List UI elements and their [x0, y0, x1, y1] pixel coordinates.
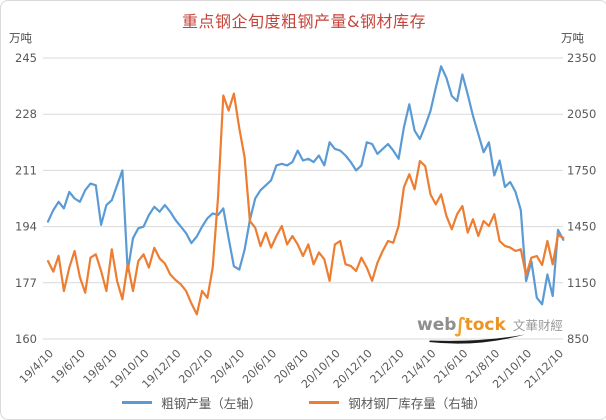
y-axis-right-tick-label: 1450 [567, 220, 596, 234]
x-axis-tick-label: 21/4/10 [399, 347, 438, 386]
series-line-inventory [46, 92, 565, 316]
legend-label-inventory: 钢材钢厂库存量（右轴） [348, 396, 486, 411]
chart-title: 重点钢企旬度粗钢产量&钢材库存 [182, 12, 426, 31]
left-axis-unit-label: 万吨 [9, 31, 32, 45]
y-axis-right-tick-label: 1150 [567, 276, 596, 290]
watermark-web-text: web [417, 315, 457, 335]
watermark-s-glyph: ∫ [454, 313, 467, 337]
y-axis-left-tick-label: 177 [15, 276, 37, 290]
swoosh-underline-icon [429, 334, 525, 344]
right-axis-unit-label: 万吨 [561, 31, 584, 45]
y-axis-left-tick-label: 228 [15, 107, 37, 121]
x-axis-tick-label: 20/2/10 [176, 347, 215, 386]
legend-item-inventory: 钢材钢厂库存量（右轴） [309, 393, 486, 412]
x-axis-tick-label: 21/2/10 [368, 347, 407, 386]
x-axis-tick-label: 20/4/10 [208, 347, 247, 386]
x-axis-tick-label: 21/6/10 [431, 347, 470, 386]
y-axis-left-tick-label: 245 [15, 51, 37, 65]
x-axis-tick-label: 19/6/10 [49, 347, 88, 386]
y-axis-left-tick-label: 194 [15, 220, 37, 234]
legend-label-production: 粗钢产量（左轴） [161, 396, 262, 411]
y-axis-right-tick-label: 2350 [567, 51, 596, 65]
inventory-line-swatch [309, 401, 340, 404]
x-axis-tick-label: 19/4/10 [17, 347, 56, 386]
legend-item-production: 粗钢产量（左轴） [122, 393, 261, 412]
y-axis-left-tick-label: 211 [15, 163, 37, 177]
series-line-production [46, 65, 565, 306]
y-axis-right-tick-label: 1750 [567, 163, 596, 177]
watermark: web∫tock 文華财經 [417, 313, 577, 347]
y-axis-left-tick-label: 160 [15, 332, 37, 346]
watermark-tock-text: tock [464, 315, 506, 335]
production-line-swatch [122, 401, 153, 404]
y-axis-right-tick-label: 2050 [567, 107, 596, 121]
y-axis-right-tick-label: 850 [567, 332, 589, 346]
x-axis-tick-label: 20/6/10 [240, 347, 279, 386]
watermark-logo: web∫tock 文華财經 [417, 313, 577, 337]
legend: 粗钢产量（左轴） 钢材钢厂库存量（右轴） [1, 393, 606, 412]
watermark-cn-text: 文華财經 [512, 318, 563, 333]
